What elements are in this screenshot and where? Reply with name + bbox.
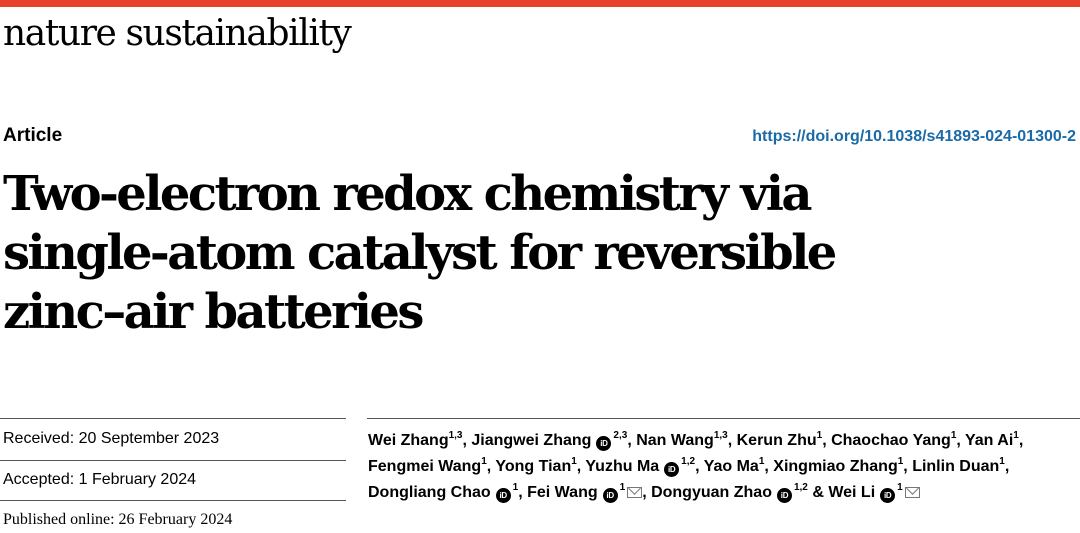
orcid-icon[interactable]: iD <box>776 488 792 503</box>
author-affiliation: 1 <box>481 456 487 467</box>
author-separator: , <box>462 432 472 449</box>
author-name-text[interactable]: Chaochao Yang <box>831 432 951 449</box>
author-affiliation: 1,2 <box>681 456 696 467</box>
author-affiliation: 1 <box>1013 430 1019 441</box>
author-affiliation: 1 <box>897 482 903 493</box>
journal-name[interactable]: nature sustainability <box>3 13 352 54</box>
author-affiliation: 1,3 <box>448 430 463 441</box>
author-name-text[interactable]: Dongliang Chao <box>368 484 491 501</box>
author-name[interactable]: Dongyuan Zhao iD1,2 <box>651 482 808 503</box>
author-name[interactable]: Wei Zhang1,3 <box>368 430 463 450</box>
author-name[interactable]: Kerun Zhu1 <box>736 430 823 450</box>
author-separator: , <box>822 432 832 449</box>
author-name-text[interactable]: Yuzhu Ma <box>585 458 660 475</box>
author-name[interactable]: Yuzhu Ma iD1,2 <box>585 456 696 477</box>
published-date: Published online: 26 February 2024 <box>3 511 233 528</box>
author-name[interactable]: Xingmiao Zhang1 <box>773 456 904 476</box>
author-name-text[interactable]: Fengmei Wang <box>368 458 482 475</box>
date-separator <box>0 460 346 461</box>
author-name[interactable]: Yong Tian1 <box>495 456 577 476</box>
article-title: Two-electron redox chemistry via single-… <box>3 166 837 340</box>
author-affiliation: 2,3 <box>613 430 628 441</box>
author-name[interactable]: Nan Wang1,3 <box>636 430 728 450</box>
author-name-text[interactable]: Dongyuan Zhao <box>651 484 772 501</box>
author-name-text[interactable]: Nan Wang <box>636 432 714 449</box>
author-separator: & <box>807 484 829 501</box>
author-affiliation: 1 <box>897 456 904 467</box>
author-name-text[interactable]: Jiangwei Zhang <box>471 432 592 449</box>
orcid-icon[interactable]: iD <box>664 462 680 477</box>
author-name[interactable]: Dongliang Chao iD1 <box>368 482 519 503</box>
author-affiliation: 1 <box>571 456 577 467</box>
author-name-text[interactable]: Wei Zhang <box>368 432 449 449</box>
author-separator: , <box>903 458 913 475</box>
dates-divider <box>0 418 346 419</box>
author-name[interactable]: Yan Ai1 <box>964 430 1019 450</box>
author-name[interactable]: Linlin Duan1 <box>912 456 1005 476</box>
doi-link[interactable]: https://doi.org/10.1038/s41893-024-01300… <box>752 128 1076 145</box>
author-separator: , <box>956 432 965 449</box>
email-icon[interactable] <box>904 487 920 498</box>
orcid-icon[interactable]: iD <box>596 436 612 451</box>
author-separator: , <box>518 484 528 501</box>
author-affiliation: 1 <box>758 456 765 467</box>
author-affiliation: 1 <box>512 482 519 493</box>
date-separator <box>0 500 346 501</box>
author-separator: , <box>627 432 637 449</box>
author-separator: , <box>1004 458 1010 475</box>
orcid-icon[interactable]: iD <box>495 488 511 503</box>
author-separator: , <box>1018 432 1024 449</box>
author-name-text[interactable]: Yao Ma <box>703 458 759 475</box>
orcid-icon[interactable]: iD <box>602 488 618 503</box>
author-separator: , <box>727 432 737 449</box>
author-name[interactable]: Fengmei Wang1 <box>368 456 487 476</box>
author-name-text[interactable]: Wei Li <box>828 484 876 501</box>
author-name[interactable]: Yao Ma1 <box>703 456 765 476</box>
author-affiliation: 1,2 <box>793 482 808 493</box>
author-name-text[interactable]: Yan Ai <box>964 432 1014 449</box>
author-name-text[interactable]: Kerun Zhu <box>736 432 817 449</box>
author-name[interactable]: Fei Wang iD1 <box>527 482 643 503</box>
author-affiliation: 1 <box>999 456 1005 467</box>
author-separator: , <box>642 484 652 501</box>
author-name-text[interactable]: Fei Wang <box>527 484 598 501</box>
email-icon[interactable] <box>627 487 643 498</box>
authors-divider <box>367 418 1080 419</box>
author-affiliation: 1,3 <box>713 430 728 441</box>
author-affiliation: 1 <box>950 430 957 441</box>
orcid-icon[interactable]: iD <box>880 488 896 503</box>
author-name[interactable]: Chaochao Yang1 <box>831 430 957 450</box>
author-separator: , <box>486 458 496 475</box>
journal-accent-bar <box>0 0 1080 7</box>
author-affiliation: 1 <box>816 430 823 441</box>
article-type: Article <box>3 125 63 146</box>
accepted-date: Accepted: 1 February 2024 <box>3 471 197 488</box>
author-separator: , <box>576 458 586 475</box>
author-name-text[interactable]: Yong Tian <box>495 458 572 475</box>
author-name[interactable]: Jiangwei Zhang iD2,3 <box>471 430 628 451</box>
author-list: Wei Zhang1,3, Jiangwei Zhang iD2,3, Nan W… <box>368 428 1068 506</box>
author-affiliation: 1 <box>619 482 626 493</box>
author-name-text[interactable]: Xingmiao Zhang <box>773 458 898 475</box>
received-date: Received: 20 September 2023 <box>3 430 220 447</box>
author-name[interactable]: Wei Li iD1 <box>828 482 920 503</box>
author-separator: , <box>695 458 704 475</box>
author-separator: , <box>764 458 774 475</box>
author-name-text[interactable]: Linlin Duan <box>912 458 1000 475</box>
